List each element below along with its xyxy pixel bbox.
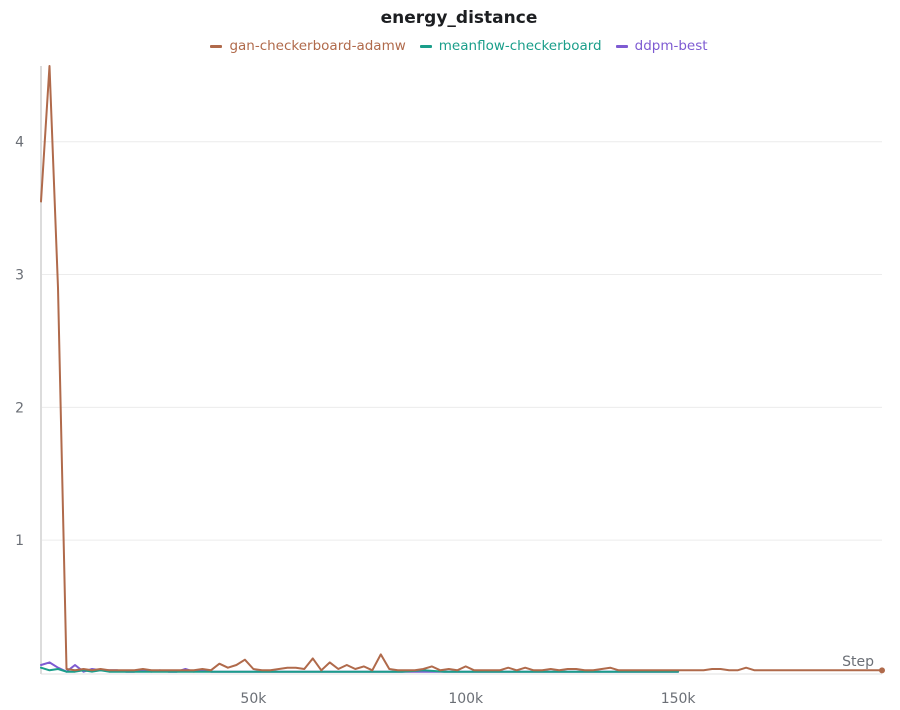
legend-label-meanflow: meanflow-checkerboard: [438, 38, 602, 54]
x-tick-label-100000: 100k: [448, 691, 484, 707]
y-tick-label-1: 1: [15, 533, 24, 549]
series-line-gan-checkerboard-adamw[interactable]: [40, 65, 883, 672]
legend-swatch-ddpm: [615, 44, 628, 48]
legend-item-ddpm[interactable]: ddpm-best: [615, 38, 708, 54]
legend-swatch-meanflow: [419, 44, 432, 48]
series-line-meanflow-checkerboard[interactable]: [40, 666, 680, 673]
y-tick-label-2: 2: [15, 400, 24, 416]
x-axis-label: Step: [842, 654, 874, 670]
grid-lines: [41, 141, 882, 541]
legend-item-meanflow[interactable]: meanflow-checkerboard: [419, 38, 602, 54]
legend-label-gan: gan-checkerboard-adamw: [229, 38, 406, 54]
y-tick-label-4: 4: [15, 135, 24, 151]
tick-labels: 1 2 3 4 50k 100k 150k: [15, 135, 696, 707]
chart-legend: gan-checkerboard-adamw meanflow-checkerb…: [0, 38, 900, 54]
y-tick-label-3: 3: [15, 268, 24, 284]
x-tick-label-150000: 150k: [661, 691, 697, 707]
chart-title: energy_distance: [380, 8, 538, 28]
legend-item-gan[interactable]: gan-checkerboard-adamw: [210, 38, 406, 54]
legend-label-ddpm: ddpm-best: [634, 38, 708, 54]
series-lines: [40, 65, 885, 674]
axes: [40, 66, 882, 675]
legend-swatch-gan: [210, 44, 223, 48]
x-tick-label-50000: 50k: [240, 691, 267, 707]
series-end-marker-gan-checkerboard-adamw: [879, 667, 885, 674]
